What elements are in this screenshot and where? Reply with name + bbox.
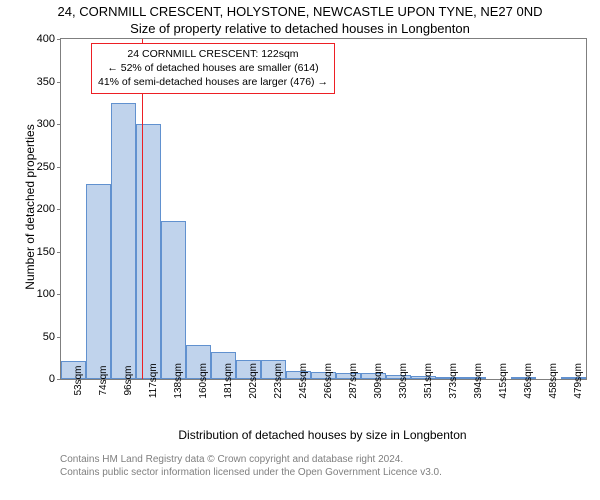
x-axis-label: Distribution of detached houses by size … — [60, 428, 585, 442]
y-axis-label: Number of detached properties — [23, 107, 37, 307]
histogram-bar — [111, 103, 136, 379]
footer-line-2: Contains public sector information licen… — [60, 466, 442, 479]
y-tick: 350 — [37, 76, 61, 88]
x-tick: 479sqm — [573, 363, 584, 399]
y-tick: 0 — [49, 373, 61, 385]
x-tick: 436sqm — [523, 363, 534, 399]
x-tick: 53sqm — [73, 365, 84, 395]
x-tick: 223sqm — [273, 363, 284, 399]
annotation-box: 24 CORNMILL CRESCENT: 122sqm← 52% of det… — [91, 43, 335, 94]
annotation-line: ← 52% of detached houses are smaller (61… — [98, 61, 328, 75]
x-tick: 117sqm — [148, 363, 159, 398]
y-tick: 100 — [37, 288, 61, 300]
histogram-plot: 05010015020025030035040053sqm74sqm96sqm1… — [60, 38, 587, 380]
y-tick: 250 — [37, 161, 61, 173]
x-tick: 74sqm — [98, 365, 109, 395]
histogram-bar — [161, 221, 186, 379]
histogram-bar — [136, 124, 161, 379]
histogram-bar — [86, 184, 111, 380]
x-tick: 266sqm — [323, 363, 334, 399]
y-tick: 50 — [43, 331, 61, 343]
x-tick: 373sqm — [448, 363, 459, 399]
subtitle: Size of property relative to detached ho… — [0, 21, 600, 38]
x-tick: 245sqm — [298, 363, 309, 399]
x-tick: 330sqm — [398, 363, 409, 399]
footer-line-1: Contains HM Land Registry data © Crown c… — [60, 453, 442, 466]
y-tick: 150 — [37, 246, 61, 258]
y-tick: 200 — [37, 203, 61, 215]
x-tick: 181sqm — [223, 363, 234, 399]
x-tick: 160sqm — [198, 363, 209, 399]
y-tick: 400 — [37, 33, 61, 45]
x-tick: 351sqm — [423, 363, 434, 399]
footer-attribution: Contains HM Land Registry data © Crown c… — [60, 453, 442, 479]
x-tick: 458sqm — [548, 363, 559, 399]
x-tick: 287sqm — [348, 363, 359, 399]
address-title: 24, CORNMILL CRESCENT, HOLYSTONE, NEWCAS… — [0, 0, 600, 21]
annotation-line: 24 CORNMILL CRESCENT: 122sqm — [98, 47, 328, 61]
x-tick: 202sqm — [248, 363, 259, 399]
x-tick: 394sqm — [473, 363, 484, 399]
x-tick: 138sqm — [173, 363, 184, 399]
y-tick: 300 — [37, 118, 61, 130]
annotation-line: 41% of semi-detached houses are larger (… — [98, 75, 328, 89]
x-tick: 415sqm — [498, 363, 509, 399]
x-tick: 309sqm — [373, 363, 384, 399]
x-tick: 96sqm — [123, 365, 134, 395]
